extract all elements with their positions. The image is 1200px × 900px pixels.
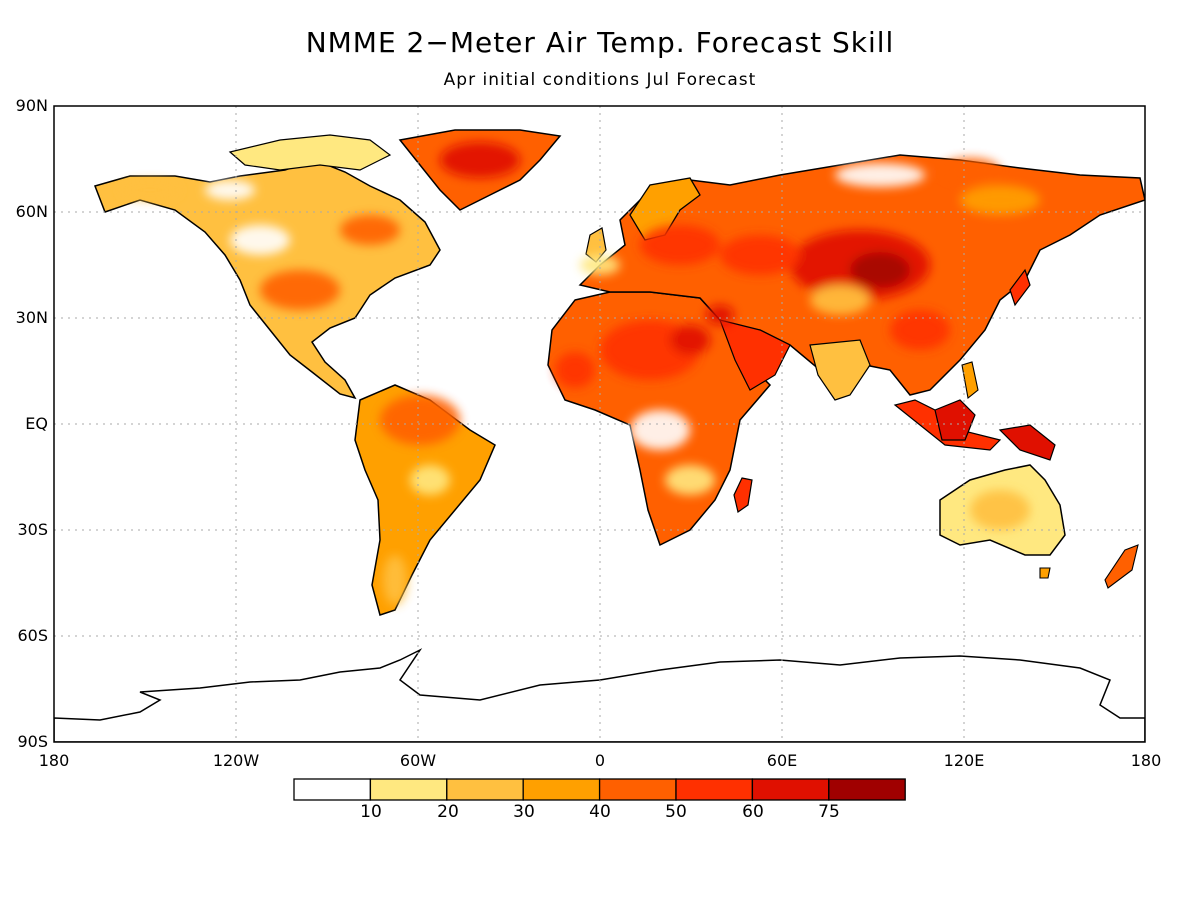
colorbar-box xyxy=(369,778,448,801)
lat-label-90s: 90S xyxy=(17,732,48,751)
arctic-islands xyxy=(228,134,392,171)
lon-label-180w: 180 xyxy=(38,751,70,770)
colorbar-box xyxy=(828,778,906,801)
tasmania-land xyxy=(1039,567,1051,579)
colorbar-label-60: 60 xyxy=(742,802,764,822)
madagascar-land xyxy=(733,477,753,513)
colorbar-box xyxy=(751,778,830,801)
graticule xyxy=(54,106,1145,742)
colorbar-label-10: 10 xyxy=(360,802,382,822)
lon-label-120w: 120W xyxy=(212,751,260,770)
new-guinea-land xyxy=(998,424,1056,461)
map-frame xyxy=(53,105,1146,743)
antarctica-outline xyxy=(54,648,1145,742)
lon-label-60e: 60E xyxy=(766,751,798,770)
lon-label-180e: 180 xyxy=(1130,751,1162,770)
colorbar-label-20: 20 xyxy=(437,802,459,822)
colorbar-label-40: 40 xyxy=(589,802,611,822)
colorbar-label-50: 50 xyxy=(665,802,687,822)
india-land xyxy=(809,339,871,401)
lat-label-eq: EQ xyxy=(25,414,48,433)
colorbar-label-30: 30 xyxy=(513,802,535,822)
arabia-land xyxy=(719,319,791,391)
japan-land xyxy=(1009,268,1031,307)
lon-label-120e: 120E xyxy=(943,751,985,770)
lat-label-30n: 30N xyxy=(15,308,48,327)
colorbar-box xyxy=(446,778,524,801)
lon-label-60w: 60W xyxy=(399,751,437,770)
philippines-land xyxy=(961,361,979,400)
colorbar-box xyxy=(598,778,677,801)
colorbar-box xyxy=(293,778,372,801)
lon-label-0: 0 xyxy=(594,751,606,770)
lat-label-30s: 30S xyxy=(17,520,48,539)
map-title: NMME 2−Meter Air Temp. Forecast Skill xyxy=(305,26,895,59)
colorbar-box xyxy=(675,778,754,801)
lat-label-60n: 60N xyxy=(15,202,48,221)
lat-label-60s: 60S xyxy=(17,626,48,645)
new-zealand-land xyxy=(1104,544,1139,589)
lat-label-90n: 90N xyxy=(15,96,48,115)
map-subtitle: Apr initial conditions Jul Forecast xyxy=(443,70,757,90)
land-skill-shading xyxy=(54,129,1145,742)
colorbar-label-75: 75 xyxy=(818,802,840,822)
borneo-land xyxy=(934,399,976,441)
colorbar xyxy=(293,778,906,801)
colorbar-box xyxy=(522,778,601,801)
